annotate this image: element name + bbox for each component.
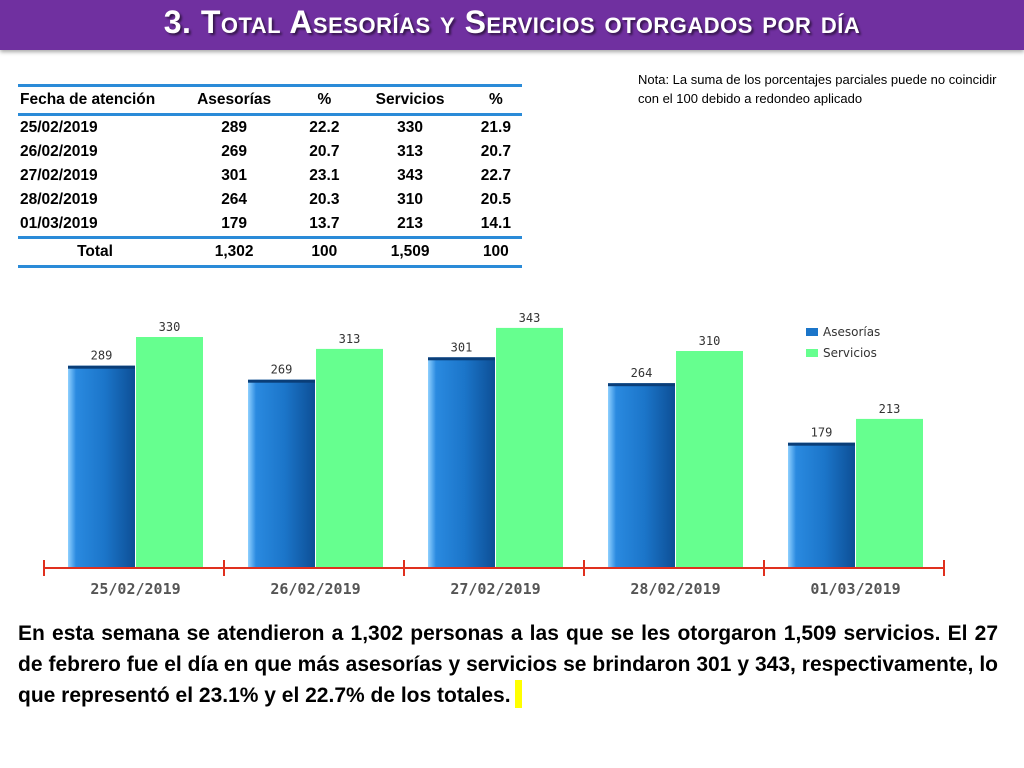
bar-chart-svg: 289 330 25/02/2019 269 313 26/02/2019 301 343 27… (43, 311, 945, 598)
table-total-pct-servicios: 100 (469, 236, 522, 268)
data-label: 264 (631, 366, 653, 380)
table-cell-servicios: 213 (397, 215, 424, 232)
bar-top-edge (428, 357, 495, 361)
bar-asesorias (788, 442, 855, 568)
table-cell-servicios: 343 (397, 167, 424, 184)
table-cell-pct-servicios: 22.7 (480, 167, 511, 184)
bar-asesorias (68, 365, 135, 568)
x-tick-label: 01/03/2019 (810, 580, 900, 598)
data-label: 179 (811, 426, 833, 440)
table-total-pct-asesorias: 100 (298, 236, 351, 268)
legend-label: Asesorías (823, 325, 880, 339)
legend-swatch (806, 349, 818, 357)
column-header-date: Fecha de atención (18, 84, 170, 116)
table-cell-date: 01/03/2019 (20, 215, 98, 232)
title-bar: 3. Total Asesorías y Servicios otorgados… (0, 0, 1024, 50)
data-label: 213 (879, 402, 901, 416)
x-tick-label: 25/02/2019 (90, 580, 180, 598)
bar-servicios (496, 327, 563, 568)
table-row: 01/03/2019 179 13.7 213 14.1 (18, 212, 522, 238)
table-cell-asesorias: 179 (221, 215, 248, 232)
table-row: 28/02/2019 264 20.3 310 20.5 (18, 188, 522, 212)
data-label: 301 (451, 340, 473, 354)
column-header-servicios: Servicios (350, 84, 470, 116)
x-tick-label: 26/02/2019 (270, 580, 360, 598)
data-label: 269 (271, 363, 293, 377)
table-cell-date: 26/02/2019 (20, 143, 98, 160)
data-label: 330 (159, 320, 181, 334)
table-cell-date: 27/02/2019 (20, 167, 98, 184)
bar-servicios (136, 337, 203, 568)
table-row: 27/02/2019 301 23.1 343 22.7 (18, 164, 522, 188)
summary-table: Fecha de atención Asesorías % Servicios … (18, 84, 522, 268)
table-total-asesorias: 1,302 (170, 236, 299, 268)
table-cell-date: 25/02/2019 (20, 119, 98, 136)
table-row: 25/02/2019 289 22.2 330 21.9 (18, 115, 522, 141)
text-cursor-highlight (514, 680, 522, 708)
table-cell-pct-servicios: 20.5 (480, 191, 511, 208)
table-total-row: Total 1,302 100 1,509 100 (18, 236, 522, 268)
table-cell-servicios: 313 (397, 143, 424, 160)
legend-label: Servicios (823, 346, 877, 360)
table-cell-asesorias: 301 (221, 167, 248, 184)
page-title: 3. Total Asesorías y Servicios otorgados… (163, 4, 861, 40)
bar-top-edge (788, 442, 855, 446)
data-label: 310 (699, 334, 721, 348)
table-cell-pct-asesorias: 20.3 (309, 191, 340, 208)
table-total-label: Total (18, 236, 170, 268)
x-tick-label: 28/02/2019 (630, 580, 720, 598)
table-total-servicios: 1,509 (350, 236, 470, 268)
table-cell-pct-servicios: 20.7 (480, 143, 511, 160)
note-text: Nota: La suma de los porcentajes parcial… (638, 72, 997, 106)
table-cell-servicios: 330 (397, 119, 424, 136)
bar-asesorias (608, 383, 675, 568)
table-cell-servicios: 310 (397, 191, 424, 208)
table-cell-asesorias: 289 (221, 119, 248, 136)
table-cell-asesorias: 269 (221, 143, 248, 160)
column-header-pct-asesorias: % (298, 84, 351, 116)
bar-chart: 289 330 25/02/2019 269 313 26/02/2019 301 343 27… (38, 298, 968, 613)
column-header-asesorias: Asesorías (170, 84, 299, 116)
bar-asesorias (428, 357, 495, 568)
legend-swatch (806, 328, 818, 336)
data-label: 289 (91, 349, 113, 363)
bar-servicios (856, 418, 923, 568)
table-cell-pct-asesorias: 20.7 (309, 143, 340, 160)
summary-paragraph: En esta semana se atendieron a 1,302 per… (18, 618, 998, 711)
table-cell-pct-asesorias: 22.2 (309, 119, 340, 136)
summary-text: En esta semana se atendieron a 1,302 per… (18, 622, 998, 707)
bar-servicios (316, 348, 383, 568)
bar-top-edge (68, 365, 135, 369)
table-cell-pct-servicios: 21.9 (480, 119, 511, 136)
bar-top-edge (248, 379, 315, 383)
table-cell-pct-servicios: 14.1 (480, 215, 511, 232)
table-header-row: Fecha de atención Asesorías % Servicios … (18, 84, 522, 116)
table-cell-date: 28/02/2019 (20, 191, 98, 208)
data-label: 313 (339, 332, 361, 346)
table-cell-pct-asesorias: 13.7 (309, 215, 340, 232)
bar-asesorias (248, 379, 315, 568)
bar-servicios (676, 351, 743, 568)
table-cell-pct-asesorias: 23.1 (309, 167, 340, 184)
x-tick-label: 27/02/2019 (450, 580, 540, 598)
bar-top-edge (608, 383, 675, 387)
table-row: 26/02/2019 269 20.7 313 20.7 (18, 140, 522, 164)
data-label: 343 (519, 311, 541, 325)
column-header-pct-servicios: % (469, 84, 522, 116)
table-cell-asesorias: 264 (221, 191, 248, 208)
